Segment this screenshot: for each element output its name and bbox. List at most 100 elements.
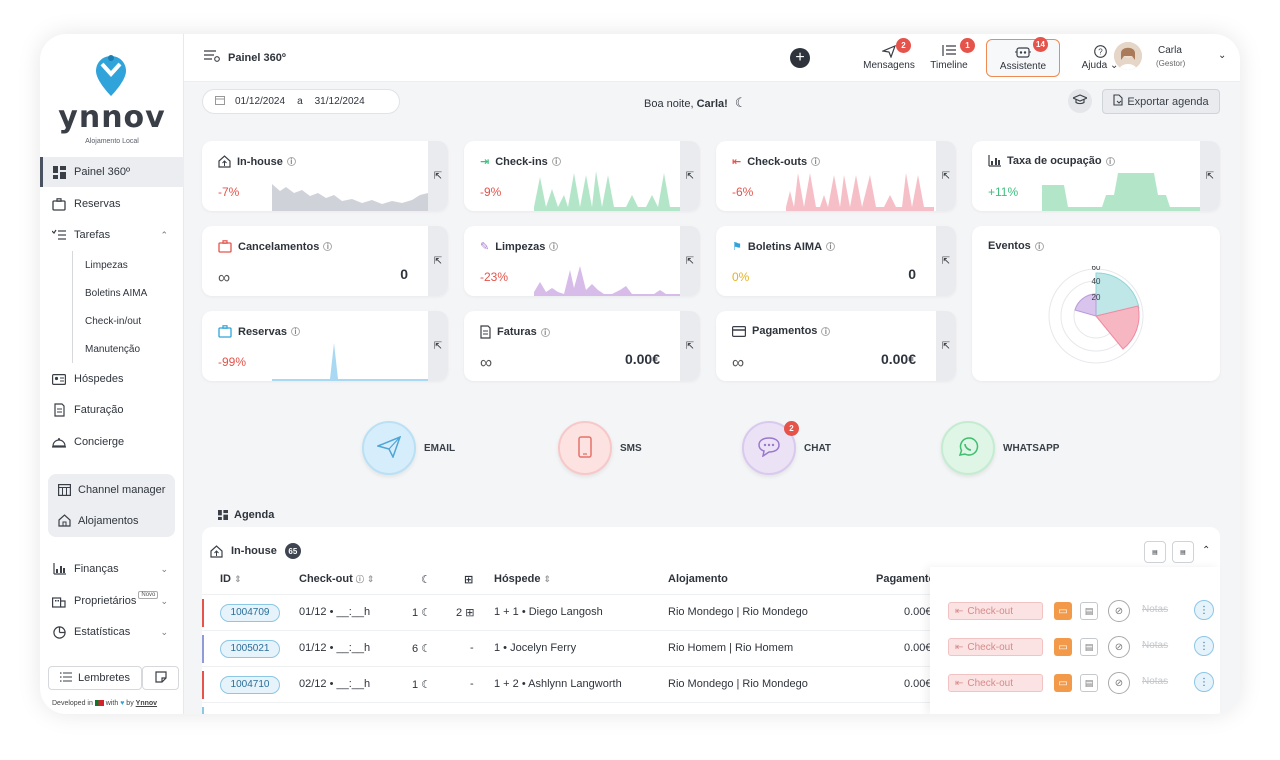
card-limpezas[interactable]: ✎ Limpezas i -23% ⇱ [464, 226, 700, 296]
card-open-button[interactable]: ⇱ [680, 141, 700, 211]
mensagens-button[interactable]: Mensagens 2 [862, 38, 916, 71]
card-ocupacao[interactable]: Taxa de ocupação i +11% ⇱ [972, 141, 1220, 211]
sidebar-item-channel-manager[interactable]: Channel manager [48, 474, 175, 505]
card-inhouse[interactable]: In-house i -7% ⇱ [202, 141, 448, 211]
chevron-down-icon[interactable]: ⌄ [160, 626, 168, 637]
email-circle[interactable] [362, 421, 416, 475]
lembretes-button[interactable]: Lembretes [48, 666, 142, 690]
date-range-picker[interactable]: 01/12/2024 a 31/12/2024 [202, 89, 400, 114]
card-open-button[interactable]: ⇱ [428, 311, 448, 381]
assistente-button[interactable]: Assistente 14 [986, 37, 1060, 77]
dev-company-link[interactable]: Ynnov [135, 700, 158, 707]
no-message-button[interactable]: ⊘ [1108, 600, 1130, 622]
academy-button[interactable] [1068, 89, 1092, 113]
card-boletins[interactable]: ⚑ Boletins AIMA i 0% 0 ⇱ [716, 226, 956, 296]
reservation-id[interactable]: 1004709 [220, 604, 280, 622]
card-reservas[interactable]: Reservas i -99% ⇱ [202, 311, 448, 381]
col-header-pagamento[interactable]: Pagamento [876, 573, 936, 585]
notes-button[interactable]: Notas [1142, 640, 1168, 651]
reservation-id[interactable]: 1005021 [220, 640, 280, 658]
card-open-button[interactable]: ⇱ [936, 226, 956, 296]
info-icon[interactable]: i [821, 326, 831, 336]
export-agenda-button[interactable]: Exportar agenda [1102, 89, 1220, 114]
sidebar-subitem-limpezas[interactable]: Limpezas [85, 259, 128, 271]
checkout-action-button[interactable]: ⇤ Check-out [948, 638, 1043, 656]
col-header-extra[interactable]: ⊞ [464, 573, 473, 586]
no-message-button[interactable]: ⊘ [1108, 636, 1130, 658]
menu-settings-icon[interactable] [204, 50, 220, 65]
table-row[interactable]: 1005021 01/12 • __:__h 6 ☾ - 1 • Jocelyn… [202, 630, 1220, 666]
card-eventos[interactable]: Eventos i 60 40 20 [972, 226, 1220, 381]
card-checkins[interactable]: ⇥ Check-ins i -9% ⇱ [464, 141, 700, 211]
sidebar-item-hospedes[interactable]: Hóspedes [40, 364, 184, 394]
date-to[interactable]: 31/12/2024 [314, 96, 365, 107]
info-icon[interactable]: i [540, 327, 550, 337]
add-button[interactable]: + [790, 48, 810, 68]
more-options-button[interactable]: ⋮ [1194, 636, 1214, 656]
sidebar-item-alojamentos[interactable]: Alojamentos [48, 505, 175, 536]
sidebar-item-faturacao[interactable]: Faturação [40, 395, 184, 425]
channel-email[interactable]: EMAIL [362, 420, 455, 476]
col-header-id[interactable]: ID ⇕ [220, 573, 242, 585]
card-open-button[interactable]: ⇱ [428, 226, 448, 296]
guest-cell[interactable]: 1 + 1 • Diego Langosh [494, 606, 603, 618]
payment-button[interactable]: ▭ [1054, 638, 1072, 656]
col-header-hospede[interactable]: Hóspede ⇕ [494, 573, 551, 585]
timeline-button[interactable]: Timeline 1 [926, 38, 975, 71]
export-xls-button[interactable]: ▤ [1172, 541, 1194, 563]
collapse-chevron-icon[interactable]: ⌃ [1202, 545, 1211, 556]
info-icon[interactable]: i [323, 242, 333, 251]
document-button[interactable]: ▤ [1080, 638, 1098, 656]
col-header-alojamento[interactable]: Alojamento [668, 573, 728, 585]
document-button[interactable]: ▤ [1080, 602, 1098, 620]
sidebar-subitem-boletins[interactable]: Boletins AIMA [85, 287, 148, 299]
sidebar-subitem-checkinout[interactable]: Check-in/out [85, 315, 142, 327]
info-icon[interactable]: i [1105, 156, 1115, 166]
ajuda-button[interactable]: ? Ajuda ⌄ [1076, 42, 1124, 71]
notes-button[interactable]: Notas [1142, 604, 1168, 615]
chevron-up-icon[interactable]: ⌃ [160, 229, 168, 240]
guest-cell[interactable]: 1 • Jocelyn Ferry [494, 642, 577, 654]
info-icon[interactable]: i [286, 157, 296, 166]
payment-button[interactable]: ▭ [1054, 674, 1072, 692]
card-pagamentos[interactable]: Pagamentos i ∞ 0.00€ ⇱ [716, 311, 956, 381]
sidebar-item-tarefas[interactable]: Tarefas ⌃ [40, 220, 184, 250]
note-button[interactable] [142, 666, 179, 690]
agenda-section-header[interactable]: In-house 65 [210, 543, 301, 559]
sidebar-subitem-manutencao[interactable]: Manutenção [85, 343, 141, 355]
card-open-button[interactable]: ⇱ [1200, 141, 1220, 211]
channel-chat[interactable]: 2 CHAT [742, 420, 831, 476]
more-options-button[interactable]: ⋮ [1194, 672, 1214, 692]
reservation-id[interactable]: 1004710 [220, 676, 280, 694]
user-menu[interactable]: Carla (Gestor) ⌄ [1114, 42, 1230, 74]
card-cancelamentos[interactable]: Cancelamentos i ∞ 0 ⇱ [202, 226, 448, 296]
chevron-down-icon[interactable]: ⌄ [160, 563, 168, 574]
card-open-button[interactable]: ⇱ [680, 226, 700, 296]
sidebar-item-proprietarios[interactable]: Proprietários Novo ⌄ [40, 586, 184, 616]
sidebar-item-painel[interactable]: Painel 360º [40, 157, 184, 187]
card-open-button[interactable]: ⇱ [680, 311, 700, 381]
channel-whatsapp[interactable]: WHATSAPP [941, 420, 1059, 476]
card-open-button[interactable]: ⇱ [936, 141, 956, 211]
table-row[interactable] [202, 702, 1220, 714]
channel-sms[interactable]: SMS [558, 420, 642, 476]
date-from[interactable]: 01/12/2024 [235, 96, 286, 107]
card-open-button[interactable]: ⇱ [936, 311, 956, 381]
info-icon[interactable]: i [811, 157, 821, 166]
col-header-nights[interactable]: ☾ [421, 573, 431, 586]
whatsapp-circle[interactable] [941, 421, 995, 475]
logo[interactable]: ynnov Alojamento Local [40, 46, 184, 146]
more-options-button[interactable]: ⋮ [1194, 600, 1214, 620]
sidebar-item-financas[interactable]: Finanças ⌄ [40, 554, 184, 584]
sidebar-item-concierge[interactable]: Concierge [40, 427, 184, 457]
chat-circle[interactable]: 2 [742, 421, 799, 475]
col-header-checkout[interactable]: Check-out ⓘ ⇕ [299, 573, 374, 585]
payment-button[interactable]: ▭ [1054, 602, 1072, 620]
sms-circle[interactable] [558, 421, 612, 475]
guest-cell[interactable]: 1 + 2 • Ashlynn Langworth [494, 678, 622, 690]
no-message-button[interactable]: ⊘ [1108, 672, 1130, 694]
notes-button[interactable]: Notas [1142, 676, 1168, 687]
info-icon[interactable]: i [826, 242, 836, 251]
info-icon[interactable]: i [549, 242, 559, 251]
chevron-down-icon[interactable]: ⌄ [1218, 50, 1227, 61]
